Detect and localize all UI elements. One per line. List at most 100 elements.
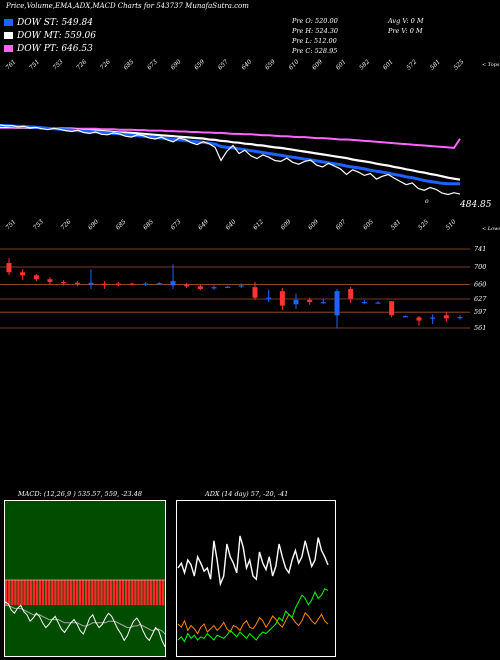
price-and-candle-chart: 761 751 753 726 726 685 673 690 659 657 640 659 610 6… <box>0 58 500 332</box>
macd-histogram-bar <box>45 580 48 606</box>
candle-x-tick-label: 607 <box>334 218 347 231</box>
macd-histogram-bar <box>20 580 23 606</box>
stat-pre-low: Pre L: 512.00 <box>292 37 337 45</box>
price-x-tick-label: 525 <box>452 58 465 71</box>
macd-histogram-bar <box>48 580 51 606</box>
candle-x-tick-label: 640 <box>224 218 237 231</box>
candle-body <box>293 299 299 305</box>
price-x-tick-label: 657 <box>217 58 230 71</box>
adx-series-adx <box>177 535 329 587</box>
candle-x-tick-label: 690 <box>87 218 100 231</box>
stat-pre-high: Pre H: 524.30 <box>292 27 339 35</box>
macd-histogram-bar <box>35 580 39 606</box>
candle-x-tick-label: 605 <box>362 218 375 231</box>
candle-x-tick-label: 751 <box>4 218 17 231</box>
macd-histogram-bar <box>143 580 146 606</box>
candle-x-tick-label: 685 <box>142 218 155 231</box>
candle-body <box>129 283 135 285</box>
legend-dow-pt: DOW PT: 646.53 <box>4 44 93 54</box>
macd-histogram-bar <box>140 580 143 606</box>
macd-histogram-bar <box>66 580 69 606</box>
price-x-tick-label: 753 <box>52 58 65 71</box>
price-x-tick-label: 609 <box>311 58 324 71</box>
candle-body <box>170 281 176 286</box>
macd-histogram-bar <box>100 580 103 606</box>
candle-body <box>143 283 149 285</box>
candle-body <box>184 284 190 287</box>
candle-body <box>225 286 231 288</box>
candle-x-tick-label: 581 <box>389 218 402 231</box>
macd-series-macd <box>4 601 166 648</box>
stat-avg-volume: Avg V: 0 M <box>388 17 424 25</box>
price-x-tick-label: 726 <box>75 58 88 71</box>
macd-histogram-bar <box>72 580 75 606</box>
candle-body <box>102 283 108 285</box>
price-x-tick-label: 726 <box>99 58 112 71</box>
candle-body <box>266 297 272 299</box>
stat-pre-open: Pre O: 520.00 <box>292 17 338 25</box>
candle-body <box>361 302 367 304</box>
stat-pre-close: Pre C: 528.95 <box>292 47 338 55</box>
candle-body <box>115 283 121 285</box>
macd-chart <box>4 500 166 657</box>
macd-histogram-bar <box>29 580 32 606</box>
candle-x-tick-label: 510 <box>444 218 457 231</box>
legend-dow-mt: DOW MT: 559.06 <box>4 31 96 41</box>
legend-swatch-mt <box>4 32 13 39</box>
macd-histogram-bar <box>158 580 162 606</box>
macd-histogram-bar <box>131 580 134 606</box>
candle-body <box>348 288 354 299</box>
candle-body <box>238 285 244 287</box>
macd-histogram-bar <box>115 580 119 606</box>
candle-x-tick-label: 649 <box>197 218 210 231</box>
macd-histogram-bar <box>57 580 60 606</box>
macd-histogram-bar <box>85 580 88 606</box>
macd-histogram-bar <box>51 580 54 606</box>
adx-title: ADX (14 day) 57, -20, -41 <box>205 490 289 498</box>
price-x-tick-label: 640 <box>240 58 253 71</box>
candle-body <box>20 272 26 276</box>
macd-histogram-bar <box>103 580 106 606</box>
macd-histogram-bar <box>69 580 72 606</box>
candle-body <box>197 286 203 289</box>
series-line-price <box>0 124 461 196</box>
legend-swatch-st <box>4 19 13 26</box>
macd-histogram-bar <box>134 580 137 606</box>
macd-histogram-bar <box>14 580 17 606</box>
macd-histogram-bar <box>97 580 100 606</box>
candle-x-tick-label: 685 <box>114 218 127 231</box>
price-x-tick-label: 761 <box>4 58 17 71</box>
macd-histogram-bar <box>121 580 125 606</box>
legend-dow-st: DOW ST: 549.84 <box>4 18 93 28</box>
macd-histogram-bar <box>94 580 97 606</box>
last-price-label: 484.85 <box>459 200 492 210</box>
macd-histogram-bar <box>81 580 85 606</box>
price-x-tick-label: 659 <box>264 58 277 71</box>
macd-histogram-bar <box>106 580 109 606</box>
candle-x-tick-label: 753 <box>32 218 45 231</box>
candle-body <box>279 291 285 306</box>
candle-x-tick-label: 726 <box>59 218 72 231</box>
candle-body <box>402 316 408 318</box>
macd-histogram-bar <box>23 580 26 606</box>
macd-histogram-bar <box>54 580 57 606</box>
price-x-tick-label: 601 <box>335 58 348 71</box>
candle-body <box>457 317 463 319</box>
candle-x-tick-label: 612 <box>252 218 265 231</box>
legend-label-mt: DOW MT: 559.06 <box>17 31 96 41</box>
candle-y-tick-label: 597 <box>474 308 487 316</box>
legend-label-st: DOW ST: 549.84 <box>17 18 93 28</box>
macd-series-signal <box>5 604 166 635</box>
legend-swatch-pt <box>4 45 13 52</box>
macd-histogram-bar <box>125 580 128 606</box>
candle-body <box>334 291 340 316</box>
candle-body <box>211 287 217 289</box>
legend-label-pt: DOW PT: 646.53 <box>17 44 93 54</box>
candle-y-tick-label: 700 <box>474 263 486 271</box>
last-price-marker: o <box>425 198 429 205</box>
price-x-tick-label: 673 <box>146 58 159 71</box>
price-x-tick-label: 572 <box>405 58 418 71</box>
candle-body <box>416 317 422 321</box>
macd-histogram-bar <box>26 580 29 606</box>
candle-body <box>6 263 12 273</box>
